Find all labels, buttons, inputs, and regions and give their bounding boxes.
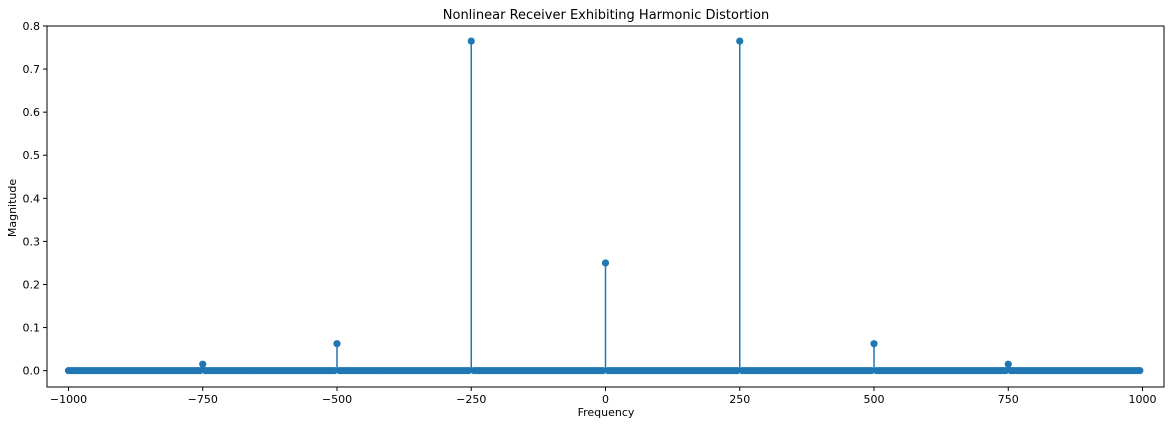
stem-marker [870, 340, 878, 348]
stem-series [64, 37, 1144, 375]
stem-marker [867, 367, 875, 375]
stem-marker [199, 360, 207, 368]
stem-marker [599, 367, 607, 375]
x-tick-label: −750 [188, 393, 218, 406]
y-tick-label: 0.0 [23, 365, 41, 378]
x-tick-label: −1000 [50, 393, 87, 406]
stem-marker [1004, 360, 1012, 368]
stem-marker [330, 367, 338, 375]
stem-marker [601, 259, 610, 267]
stem-marker [736, 37, 744, 45]
x-axis-label: Frequency [578, 406, 635, 419]
x-tick-label: −250 [456, 393, 486, 406]
x-tick-label: 250 [729, 393, 750, 406]
stem-marker [196, 367, 204, 375]
x-tick-label: 1000 [1129, 393, 1157, 406]
x-tick-label: 500 [864, 393, 885, 406]
y-tick-label: 0.2 [23, 278, 41, 291]
x-tick-label: −500 [322, 393, 352, 406]
y-tick-label: 0.6 [23, 106, 41, 119]
y-tick-label: 0.5 [23, 149, 41, 162]
stem-marker [464, 367, 473, 375]
stem-marker [333, 340, 341, 348]
x-tick-label: 0 [602, 393, 609, 406]
x-axis-ticks: −1000 −750 −500 −250 0 250 500 750 1000 [50, 387, 1157, 406]
chart-title: Nonlinear Receiver Exhibiting Harmonic D… [443, 8, 769, 23]
x-tick-label: 750 [998, 393, 1019, 406]
y-tick-label: 0.3 [23, 235, 41, 248]
y-axis-ticks: 0.0 0.1 0.2 0.3 0.4 0.5 0.6 0.7 0.8 [23, 20, 47, 378]
y-tick-label: 0.8 [23, 20, 41, 33]
y-tick-label: 0.7 [23, 63, 41, 76]
y-tick-label: 0.4 [23, 192, 41, 205]
plot-frame [46, 25, 1165, 388]
stem-marker [733, 367, 741, 375]
stem-marker [467, 37, 475, 45]
y-tick-label: 0.1 [23, 322, 41, 335]
y-axis-label: Magnitude [6, 179, 19, 238]
stem-marker [1001, 367, 1010, 375]
stem-marker [1136, 367, 1144, 375]
